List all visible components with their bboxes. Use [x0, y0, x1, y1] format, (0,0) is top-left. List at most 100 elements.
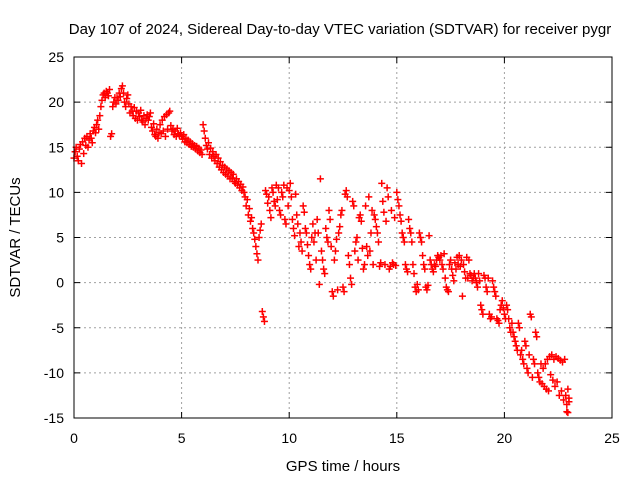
data-point: [127, 103, 135, 111]
data-point: [361, 261, 369, 269]
data-point: [305, 252, 313, 260]
data-point: [123, 95, 131, 103]
data-point: [564, 409, 572, 417]
data-point: [336, 223, 344, 231]
data-point: [253, 250, 261, 258]
data-point: [308, 234, 316, 241]
y-tick-label: 5: [56, 230, 64, 246]
data-point: [153, 125, 161, 133]
data-point: [407, 229, 415, 237]
data-point: [291, 232, 299, 240]
data-point: [264, 199, 272, 207]
data-point: [323, 234, 331, 241]
data-point: [391, 214, 399, 222]
data-point: [387, 206, 395, 214]
data-point: [229, 170, 237, 178]
data-point: [306, 261, 314, 269]
data-point: [523, 364, 531, 372]
data-point: [292, 190, 300, 198]
data-point: [515, 324, 523, 332]
data-point: [116, 93, 124, 101]
data-point: [509, 328, 517, 336]
data-point: [368, 206, 376, 214]
data-point: [137, 106, 145, 114]
data-point: [514, 319, 522, 327]
data-point: [254, 256, 262, 264]
data-point: [535, 373, 543, 381]
data-point: [375, 238, 383, 246]
data-point: [114, 96, 122, 104]
data-point: [410, 270, 418, 278]
data-point: [277, 211, 285, 219]
data-point: [327, 243, 335, 251]
data-point: [489, 277, 497, 285]
data-point: [266, 206, 274, 214]
data-point: [409, 261, 417, 269]
data-point: [484, 274, 492, 282]
data-point: [94, 116, 102, 124]
data-point: [84, 143, 92, 151]
data-point: [106, 85, 114, 93]
data-point: [324, 238, 332, 246]
data-point: [357, 217, 365, 225]
data-point: [524, 369, 532, 377]
data-point: [423, 286, 431, 294]
data-point: [564, 385, 572, 393]
data-point: [296, 229, 304, 237]
data-point: [401, 261, 409, 269]
data-point: [508, 319, 516, 327]
data-point: [424, 281, 432, 289]
data-point: [351, 247, 359, 255]
data-point: [560, 396, 568, 404]
data-point: [441, 274, 449, 282]
data-point: [161, 132, 169, 140]
data-point: [534, 369, 542, 377]
data-point: [274, 184, 282, 192]
data-point: [529, 355, 537, 363]
data-point: [75, 145, 83, 153]
data-point: [301, 224, 309, 232]
data-point: [325, 206, 333, 214]
data-point: [452, 265, 460, 273]
data-point: [313, 215, 321, 223]
data-point: [338, 206, 346, 214]
data-point: [394, 196, 402, 204]
data-point: [119, 89, 127, 97]
data-point: [79, 138, 87, 146]
data-point: [404, 268, 412, 276]
data-point: [130, 104, 138, 112]
data-point: [320, 265, 328, 273]
data-point: [528, 373, 536, 381]
x-tick-label: 25: [604, 430, 620, 446]
data-point: [239, 183, 247, 191]
data-point: [548, 351, 556, 359]
data-point: [495, 319, 503, 327]
data-point: [531, 360, 539, 368]
data-point: [167, 122, 175, 130]
data-point: [141, 121, 149, 129]
data-point: [392, 261, 400, 269]
data-point: [203, 145, 211, 153]
data-point: [491, 288, 499, 296]
data-point: [533, 333, 541, 341]
data-point: [477, 301, 485, 309]
data-point: [512, 342, 520, 350]
data-point: [212, 150, 220, 158]
data-point: [384, 193, 392, 201]
data-point: [521, 337, 529, 345]
data-point: [369, 261, 377, 269]
data-point: [492, 292, 500, 300]
data-point: [96, 112, 104, 120]
data-point: [315, 280, 323, 288]
data-point: [517, 351, 525, 359]
data-point: [108, 130, 116, 138]
x-axis-label: GPS time / hours: [286, 458, 400, 475]
data-point: [257, 220, 265, 228]
data-point: [439, 265, 447, 273]
data-point: [112, 100, 120, 108]
data-point: [259, 313, 267, 321]
data-point: [159, 127, 167, 135]
data-point: [449, 271, 457, 279]
y-tick-label: 0: [56, 275, 64, 291]
data-point: [377, 259, 385, 267]
